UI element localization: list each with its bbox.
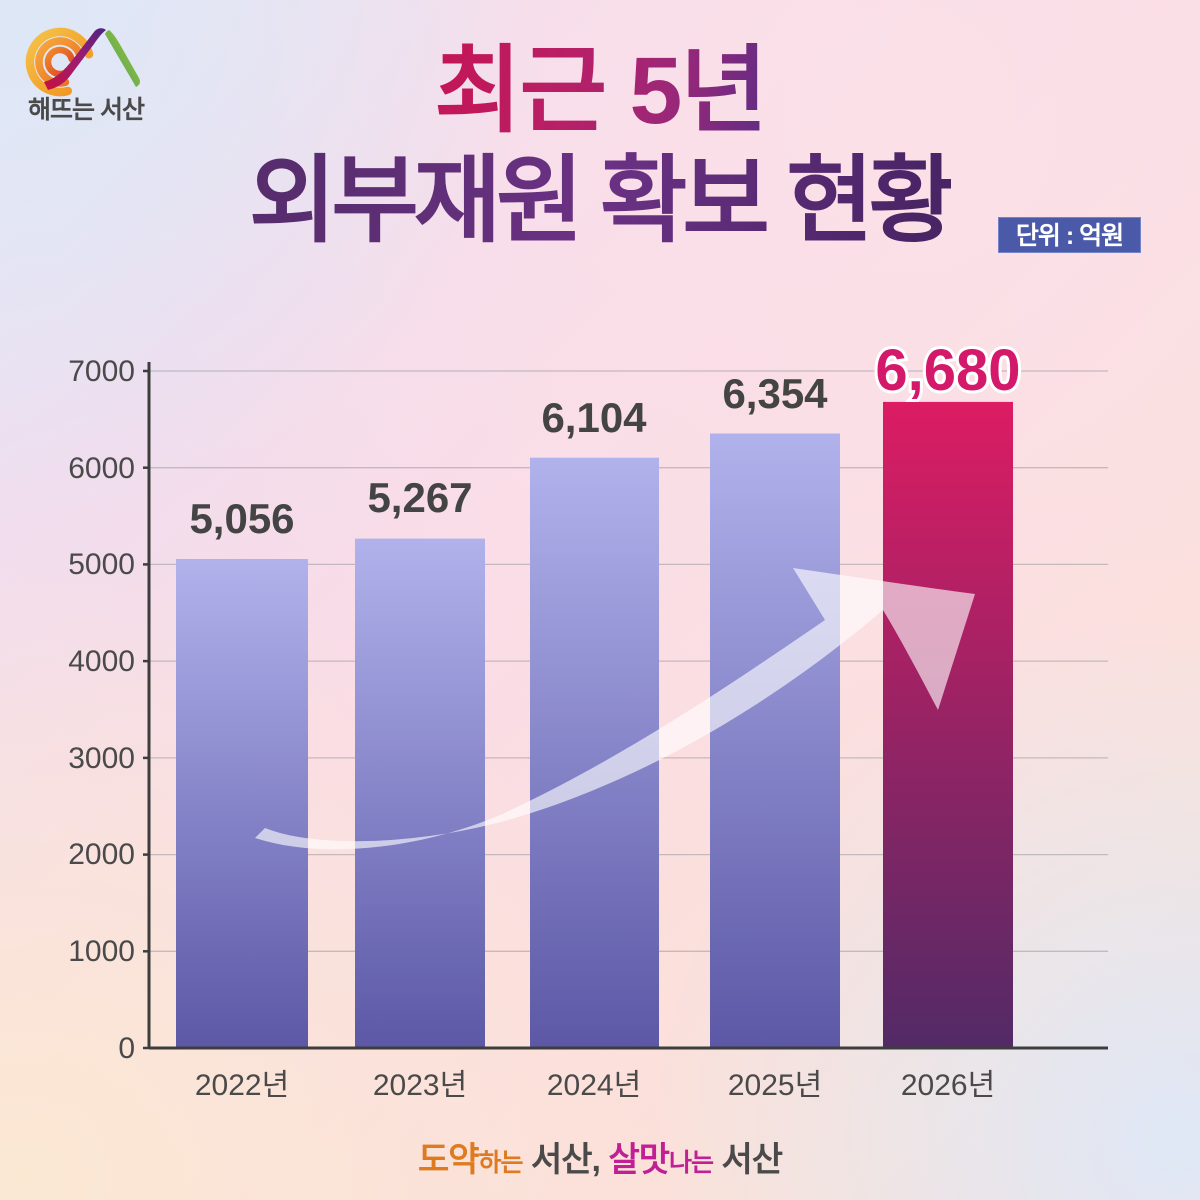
svg-text:2026년: 2026년	[901, 1069, 995, 1102]
svg-text:2024년: 2024년	[547, 1069, 641, 1102]
svg-text:1000: 1000	[68, 935, 135, 968]
svg-text:4000: 4000	[68, 645, 135, 678]
svg-text:6,680: 6,680	[875, 338, 1020, 403]
svg-text:3000: 3000	[68, 742, 135, 775]
svg-text:5,267: 5,267	[367, 474, 472, 521]
svg-text:6,104: 6,104	[541, 394, 647, 441]
svg-text:0: 0	[118, 1032, 135, 1065]
svg-text:5000: 5000	[68, 548, 135, 581]
svg-text:2022년: 2022년	[195, 1069, 289, 1102]
svg-text:6,354: 6,354	[722, 370, 828, 417]
svg-text:6000: 6000	[68, 452, 135, 485]
svg-text:7000: 7000	[68, 355, 135, 388]
svg-text:2023년: 2023년	[373, 1069, 467, 1102]
svg-text:5,056: 5,056	[189, 495, 294, 542]
svg-text:2000: 2000	[68, 838, 135, 871]
svg-text:2025년: 2025년	[728, 1069, 822, 1102]
